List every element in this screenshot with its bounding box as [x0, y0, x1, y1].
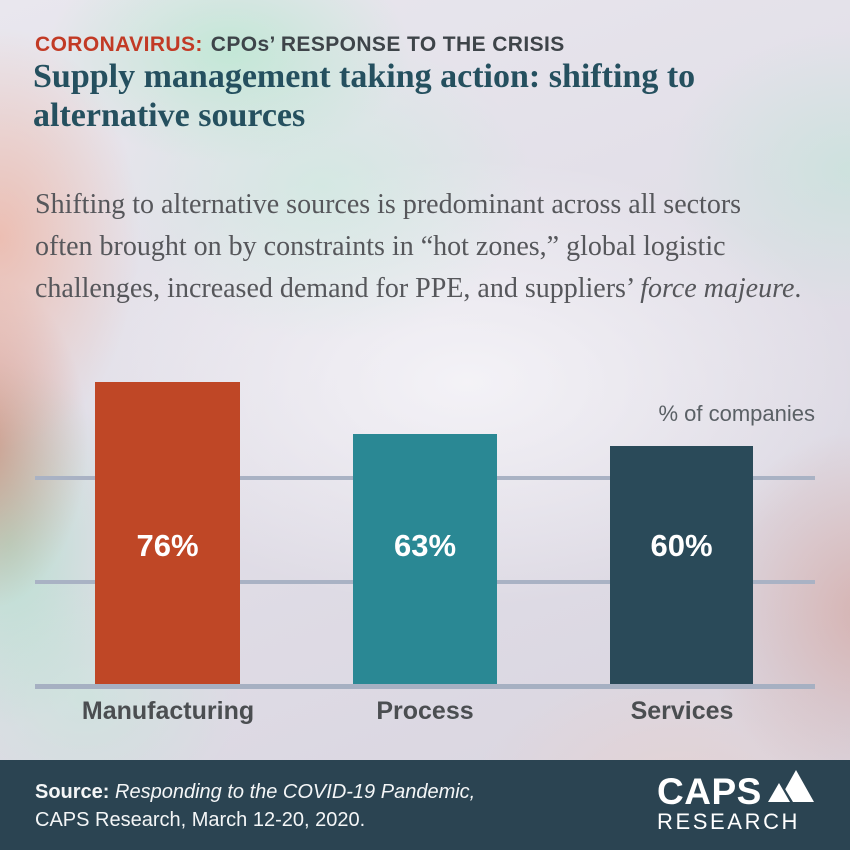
category-label-process: Process	[376, 697, 474, 725]
page-title: Supply management taking action: shiftin…	[33, 58, 696, 134]
logo-top-row: CAPS	[657, 770, 815, 812]
source-text: Source: Responding to the COVID-19 Pande…	[35, 778, 475, 834]
category-label-manufacturing: Manufacturing	[81, 697, 255, 725]
bar-services: 60%	[610, 446, 753, 684]
bar-value-label: 76%	[136, 528, 199, 563]
category-label-services: Services	[630, 697, 734, 725]
caps-research-logo: CAPS RESEARCH	[657, 770, 815, 834]
kicker-highlight: CORONAVIRUS:	[35, 33, 203, 56]
intro-lead: Shifting to alternative sources is predo…	[35, 189, 742, 304]
chart-unit-label: % of companies	[658, 401, 815, 426]
intro-italic: force majeure	[640, 273, 795, 304]
bar-value-label: 63%	[393, 528, 457, 563]
footer-bar: Source: Responding to the COVID-19 Pande…	[0, 760, 850, 850]
axis-baseline	[35, 684, 815, 689]
bar-value-label: 60%	[650, 528, 713, 563]
mountain-icon	[764, 770, 814, 809]
intro-paragraph: Shifting to alternative sources is predo…	[35, 184, 805, 310]
kicker: CORONAVIRUS: CPOs’ RESPONSE TO THE CRISIS	[35, 33, 565, 57]
kicker-rest: CPOs’ RESPONSE TO THE CRISIS	[210, 33, 565, 56]
source-title: Responding to the COVID-19 Pandemic,	[115, 781, 476, 803]
source-line-1: Source: Responding to the COVID-19 Pande…	[35, 778, 475, 806]
bar-process: 63%	[353, 434, 497, 684]
source-line-2: CAPS Research, March 12-20, 2020.	[35, 809, 366, 831]
source-label: Source:	[35, 781, 110, 803]
logo-caps-text: CAPS	[657, 771, 762, 812]
logo-research-text: RESEARCH	[657, 809, 801, 834]
intro-tail: .	[794, 273, 802, 304]
bar-manufacturing: 76%	[95, 382, 240, 684]
